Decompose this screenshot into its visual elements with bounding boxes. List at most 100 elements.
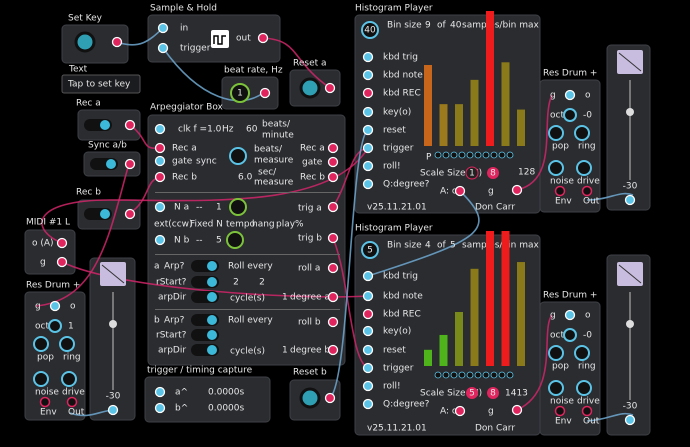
slider-handle[interactable] — [626, 108, 634, 116]
port[interactable] — [362, 344, 374, 356]
knob[interactable] — [226, 231, 244, 249]
port[interactable] — [327, 344, 339, 356]
port[interactable] — [362, 290, 374, 302]
knob[interactable] — [361, 241, 379, 259]
port[interactable] — [124, 119, 136, 131]
histogram-bar — [501, 62, 510, 146]
slider-handle[interactable] — [109, 320, 117, 328]
label: 5 — [469, 389, 475, 399]
port[interactable] — [564, 89, 576, 101]
knob[interactable] — [61, 371, 77, 387]
port[interactable] — [554, 185, 566, 197]
port[interactable] — [581, 405, 593, 417]
port[interactable] — [362, 69, 374, 81]
port[interactable] — [511, 184, 523, 196]
port[interactable] — [154, 201, 166, 213]
port[interactable] — [511, 404, 523, 416]
label: reset — [383, 126, 406, 136]
module-title: Set Key — [68, 14, 103, 24]
knob[interactable] — [576, 160, 592, 176]
port[interactable] — [454, 405, 466, 417]
port[interactable] — [624, 414, 636, 426]
label: out — [236, 34, 251, 44]
knob[interactable] — [548, 345, 564, 361]
port[interactable] — [327, 171, 339, 183]
label: oct — [35, 322, 49, 332]
knob[interactable] — [563, 328, 577, 342]
icon — [213, 35, 226, 45]
slider-handle[interactable] — [626, 320, 634, 328]
knob[interactable] — [361, 21, 379, 39]
port[interactable] — [157, 42, 169, 54]
knob[interactable] — [230, 83, 250, 103]
port[interactable] — [362, 362, 374, 374]
port[interactable] — [362, 142, 374, 154]
knob[interactable] — [48, 319, 62, 333]
port[interactable] — [154, 386, 166, 398]
port[interactable] — [56, 237, 68, 249]
port[interactable] — [124, 158, 136, 170]
port[interactable] — [362, 160, 374, 172]
port[interactable] — [49, 300, 61, 312]
port[interactable] — [362, 308, 374, 320]
port[interactable] — [154, 171, 166, 183]
port[interactable] — [362, 51, 374, 63]
port[interactable] — [39, 396, 51, 408]
knob[interactable] — [548, 125, 564, 141]
port[interactable] — [362, 178, 374, 190]
port[interactable] — [362, 398, 374, 410]
port[interactable] — [154, 234, 166, 246]
port[interactable] — [107, 404, 119, 416]
port[interactable] — [362, 87, 374, 99]
port[interactable] — [154, 155, 166, 167]
port[interactable] — [154, 123, 166, 135]
port[interactable] — [157, 22, 169, 34]
port[interactable] — [324, 82, 336, 94]
port[interactable] — [554, 405, 566, 417]
knob[interactable] — [548, 160, 564, 176]
button[interactable] — [299, 387, 321, 409]
port[interactable] — [327, 262, 339, 274]
port[interactable] — [581, 185, 593, 197]
port[interactable] — [362, 124, 374, 136]
set-key-button[interactable] — [61, 74, 141, 94]
button[interactable] — [74, 31, 96, 53]
knob[interactable] — [548, 380, 564, 396]
port[interactable] — [327, 156, 339, 168]
knob[interactable] — [576, 380, 592, 396]
label: trigger — [383, 144, 414, 154]
port[interactable] — [111, 36, 123, 48]
port[interactable] — [154, 142, 166, 154]
knob[interactable] — [59, 336, 75, 352]
port[interactable] — [454, 185, 466, 197]
port[interactable] — [564, 309, 576, 321]
port[interactable] — [259, 87, 271, 99]
label: rStart? — [156, 331, 187, 341]
port[interactable] — [624, 194, 636, 206]
port[interactable] — [327, 201, 339, 213]
res-drum-panel — [24, 291, 86, 421]
bin-marker — [490, 371, 498, 379]
port[interactable] — [66, 396, 78, 408]
port[interactable] — [56, 256, 68, 268]
knob[interactable] — [33, 371, 49, 387]
port[interactable] — [154, 402, 166, 414]
knob[interactable] — [563, 108, 577, 122]
port[interactable] — [362, 380, 374, 392]
port[interactable] — [362, 106, 374, 118]
knob[interactable] — [574, 125, 590, 141]
knob[interactable] — [33, 336, 49, 352]
button[interactable] — [299, 77, 321, 99]
port[interactable] — [327, 232, 339, 244]
port[interactable] — [362, 325, 374, 337]
knob[interactable] — [229, 147, 247, 165]
port[interactable] — [327, 316, 339, 328]
port[interactable] — [327, 142, 339, 154]
port[interactable] — [257, 32, 269, 44]
port[interactable] — [324, 392, 336, 404]
knob[interactable] — [229, 198, 247, 216]
port[interactable] — [124, 208, 136, 220]
port[interactable] — [362, 270, 374, 282]
knob[interactable] — [574, 345, 590, 361]
port[interactable] — [327, 291, 339, 303]
